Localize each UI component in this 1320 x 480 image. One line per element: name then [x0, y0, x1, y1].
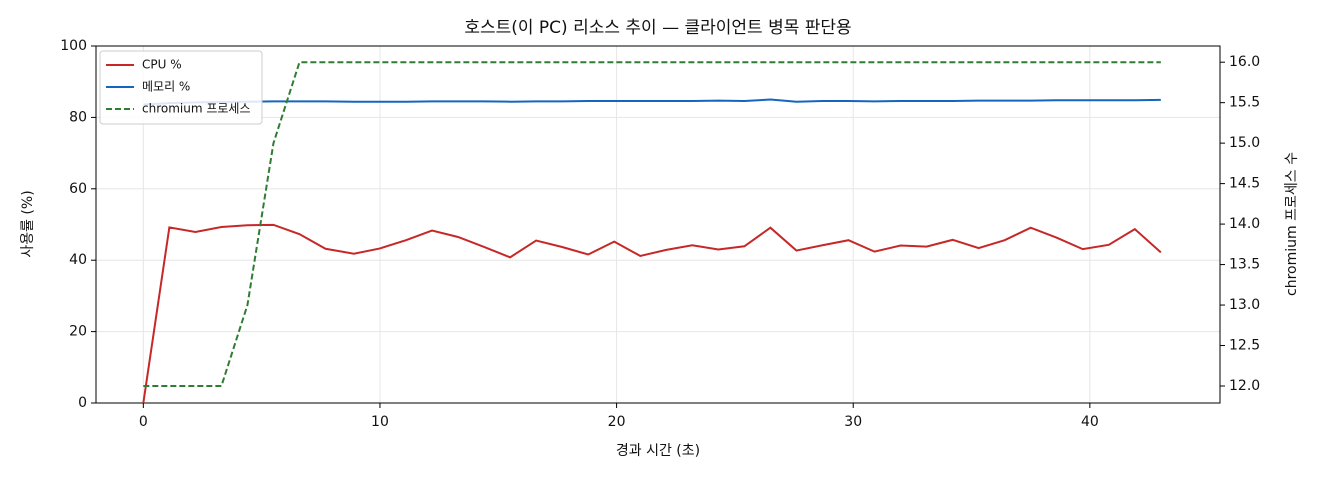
- y2-axis-label: chromium 프로세스 수: [1284, 152, 1300, 296]
- y2-tick-label: 14.5: [1229, 176, 1260, 192]
- y-tick-label: 60: [69, 181, 87, 197]
- y-tick-label: 100: [60, 38, 87, 54]
- y2-tick-label: 15.0: [1229, 135, 1260, 151]
- legend-label: chromium 프로세스: [142, 102, 251, 116]
- x-tick-label: 10: [371, 414, 389, 430]
- y-tick-label: 20: [69, 324, 87, 340]
- y2-tick-label: 13.0: [1229, 297, 1260, 313]
- series-line: [143, 98, 1161, 106]
- series-line: [143, 61, 1161, 387]
- x-axis-label: 경과 시간 (초): [616, 443, 700, 459]
- y2-tick-label: 14.0: [1229, 216, 1260, 232]
- y2-tick-label: 16.0: [1229, 54, 1260, 70]
- y-axis-label: 사용률 (%): [20, 190, 36, 257]
- x-tick-label: 0: [139, 414, 148, 430]
- y2-tick-label: 13.5: [1229, 257, 1260, 273]
- y2-tick-label: 12.0: [1229, 378, 1260, 394]
- x-tick-label: 30: [844, 414, 862, 430]
- x-tick-label: 20: [608, 414, 626, 430]
- chart-title: 호스트(이 PC) 리소스 추이 — 클라이언트 병목 판단용: [464, 18, 851, 38]
- legend-box: [99, 50, 263, 125]
- y-tick-label: 80: [69, 109, 87, 125]
- y-tick-label: 40: [69, 252, 87, 268]
- series-line: [142, 223, 1162, 404]
- legend-label: CPU %: [142, 58, 182, 72]
- legend-label: 메모리 %: [142, 80, 190, 94]
- y2-tick-label: 15.5: [1229, 95, 1260, 111]
- plot-frame: [95, 45, 1221, 404]
- x-tick-label: 40: [1081, 414, 1099, 430]
- y-tick-label: 0: [78, 395, 87, 411]
- y2-tick-label: 12.5: [1229, 338, 1260, 354]
